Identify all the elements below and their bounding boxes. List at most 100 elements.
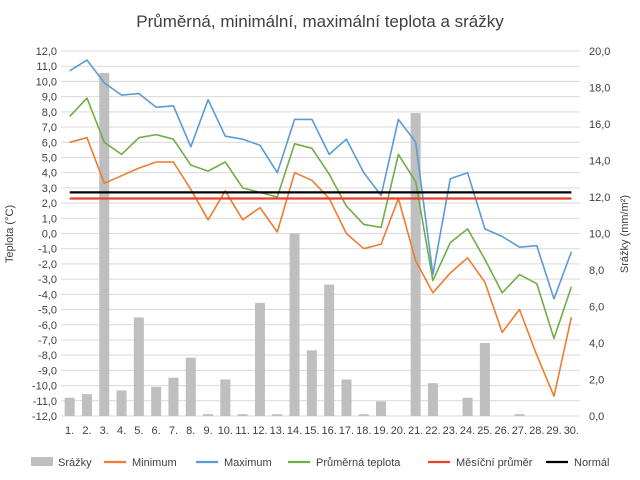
x-tick-label: 8. — [186, 425, 195, 437]
x-tick-label: 23. — [443, 425, 458, 437]
left-tick-label: 3,0 — [42, 183, 57, 195]
right-tick-label: 4,0 — [589, 338, 604, 350]
left-tick-label: 8,0 — [42, 107, 57, 119]
left-tick-label: -9,0 — [38, 365, 57, 377]
precip-bar — [151, 386, 162, 416]
x-axis-ticks: 1. 2. 3. 4. 5. 6. 7. 8. 9. 10. 11. 12. 13. 14. 15. 16. 1… — [65, 425, 579, 437]
chart-title: Průměrná, minimální, maximální teplota a… — [136, 12, 504, 31]
right-axis-label: Srážky (mm/m²) — [619, 195, 631, 273]
x-tick-label: 1. — [65, 425, 74, 437]
x-tick-label: 4. — [117, 425, 126, 437]
right-tick-label: 6,0 — [589, 302, 604, 314]
left-tick-label: -5,0 — [38, 305, 57, 317]
right-tick-label: 0,0 — [589, 411, 604, 423]
left-tick-label: 7,0 — [42, 122, 57, 134]
precip-bar — [254, 302, 265, 416]
x-tick-label: 10. — [218, 425, 233, 437]
precip-bar — [514, 414, 525, 416]
left-tick-label: -2,0 — [38, 259, 57, 271]
precip-bar — [306, 350, 317, 416]
left-tick-label: -10,0 — [32, 381, 57, 393]
temperature-lines — [69, 59, 573, 398]
x-tick-label: 30. — [564, 425, 579, 437]
precip-bar — [272, 414, 283, 416]
left-tick-label: -8,0 — [38, 350, 57, 362]
right-tick-label: 10,0 — [589, 229, 610, 241]
precip-bar — [116, 390, 127, 416]
x-tick-label: 9. — [203, 425, 212, 437]
legend-label: Měsíční průměr — [456, 457, 533, 469]
x-tick-label: 21. — [408, 425, 423, 437]
precip-bar — [168, 377, 179, 416]
precip-bars — [64, 72, 525, 417]
left-axis-label: Teplota (°C) — [4, 205, 16, 263]
left-tick-label: -6,0 — [38, 320, 57, 332]
left-tick-label: -4,0 — [38, 289, 57, 301]
precip-bar — [203, 414, 214, 416]
precip-bar — [376, 401, 387, 416]
precip-bar — [237, 414, 248, 416]
left-tick-label: -3,0 — [38, 274, 57, 286]
x-tick-label: 13. — [270, 425, 285, 437]
x-tick-label: 12. — [252, 425, 267, 437]
legend-label: Normál — [574, 457, 609, 469]
left-tick-label: -7,0 — [38, 335, 57, 347]
left-tick-label: 10,0 — [36, 76, 57, 88]
precip-bar — [64, 397, 75, 416]
series-line-minimum — [69, 136, 573, 398]
left-tick-label: 12,0 — [36, 46, 57, 58]
x-tick-label: 18. — [356, 425, 371, 437]
precip-bar — [133, 317, 144, 416]
right-tick-label: 20,0 — [589, 46, 610, 58]
x-tick-label: 6. — [152, 425, 161, 437]
left-tick-label: 4,0 — [42, 168, 57, 180]
x-tick-label: 19. — [373, 425, 388, 437]
precip-bar — [81, 394, 92, 416]
precip-bar — [341, 379, 352, 416]
left-axis-ticks: 12,0 11,0 10,0 9,0 8,0 7,0 6,0 5,0 4,0 3,0 2,0 1,0 0… — [32, 46, 57, 423]
right-tick-label: 16,0 — [589, 119, 610, 131]
x-tick-label: 11. — [235, 425, 249, 437]
right-tick-label: 8,0 — [589, 265, 604, 277]
x-tick-label: 14. — [287, 425, 302, 437]
legend-swatch-bar — [31, 457, 53, 466]
precip-bar — [99, 72, 110, 417]
precip-bar — [462, 397, 473, 416]
right-axis-ticks: 20,0 18,0 16,0 14,0 12,0 10,0 8,0 6,0 4,0 2,0 0,0 — [589, 46, 610, 423]
x-tick-label: 29. — [546, 425, 561, 437]
x-tick-label: 3. — [100, 425, 109, 437]
right-tick-label: 12,0 — [589, 192, 610, 204]
precip-bar — [358, 414, 369, 416]
left-tick-label: 2,0 — [42, 198, 57, 210]
precip-bar — [220, 379, 231, 416]
left-tick-label: 0,0 — [42, 229, 57, 241]
gridlines — [61, 50, 580, 417]
precip-bar — [289, 233, 300, 416]
series-line-pr-m-rn-teplota — [69, 97, 573, 340]
x-tick-label: 17. — [339, 425, 354, 437]
x-tick-label: 25. — [477, 425, 492, 437]
left-tick-label: 5,0 — [42, 152, 57, 164]
series-line-maximum — [69, 59, 573, 300]
left-tick-label: -12,0 — [32, 411, 57, 423]
x-tick-label: 27. — [512, 425, 527, 437]
legend-label: Srážky — [58, 457, 92, 469]
legend-label: Průměrná teplota — [316, 457, 401, 469]
x-tick-label: 7. — [169, 425, 178, 437]
left-tick-label: -11,0 — [33, 396, 57, 408]
precip-bar — [479, 343, 490, 416]
x-tick-label: 16. — [322, 425, 337, 437]
precip-bar — [324, 284, 335, 416]
precip-bar — [410, 113, 421, 417]
precip-bar — [185, 357, 196, 416]
x-tick-label: 22. — [425, 425, 440, 437]
right-tick-label: 18,0 — [589, 83, 610, 95]
x-tick-label: 24. — [460, 425, 475, 437]
legend: Srážky Minimum Maximum Průměrná teplota Měsí… — [31, 457, 609, 469]
right-tick-label: 2,0 — [589, 375, 604, 387]
precip-bar — [427, 383, 438, 416]
right-tick-label: 14,0 — [589, 156, 610, 168]
legend-label: Maximum — [224, 457, 272, 469]
